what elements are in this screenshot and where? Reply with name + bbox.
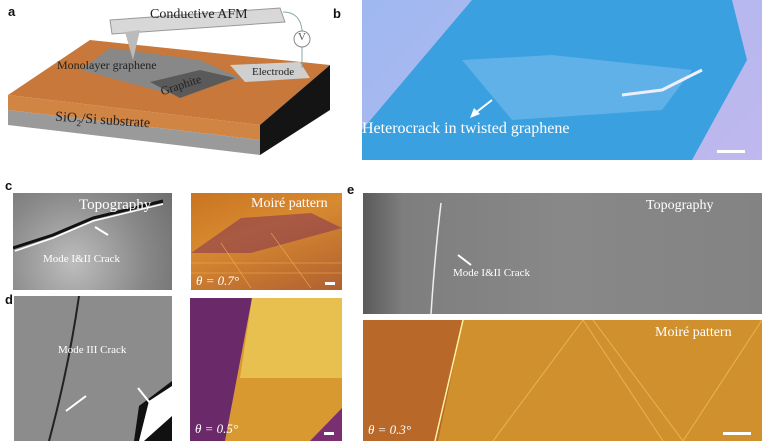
label-crack-e: Mode I&II Crack: [453, 267, 530, 279]
panel-label-d: d: [5, 292, 13, 307]
label-topography-c: Topography: [79, 197, 152, 213]
panel-c-moire: Moiré pattern θ = 0.7°: [191, 193, 342, 290]
panel-label-a: a: [8, 4, 16, 19]
panel-b-optical-image: Heterocrack in twisted graphene: [362, 0, 762, 160]
voltmeter-icon: V: [298, 31, 306, 43]
scale-bar: [325, 282, 335, 285]
label-crack-c: Mode I&II Crack: [43, 253, 120, 265]
label-theta-d: θ = 0.5°: [195, 421, 239, 436]
scale-bar: [723, 432, 751, 435]
panel-c-topography: Topography Mode I&II Crack: [13, 193, 172, 290]
panel-d-moire: θ = 0.5°: [190, 298, 342, 441]
label-topography-e: Topography: [646, 198, 714, 213]
label-electrode: Electrode: [252, 66, 295, 78]
label-monolayer-graphene: Monolayer graphene: [57, 58, 157, 72]
panel-label-e: e: [347, 182, 355, 197]
panel-e-moire: Moiré pattern θ = 0.3°: [363, 320, 762, 441]
panel-d-topography: Mode III Crack: [14, 296, 172, 441]
panel-label-b: b: [333, 6, 341, 21]
panel-e-topography: Topography Mode I&II Crack: [363, 193, 762, 314]
label-moire-c: Moiré pattern: [251, 196, 328, 211]
caption-heterocrack: Heterocrack in twisted graphene: [362, 120, 570, 137]
label-crack-d: Mode III Crack: [58, 344, 127, 356]
label-conductive-afm: Conductive AFM: [150, 7, 248, 22]
panel-a-schematic: Conductive AFM V Monolayer graphene Grap…: [0, 0, 340, 160]
label-theta-e: θ = 0.3°: [368, 422, 412, 437]
label-theta-c: θ = 0.7°: [196, 273, 240, 288]
panel-label-c: c: [5, 178, 13, 193]
label-moire-e: Moiré pattern: [655, 325, 732, 340]
scale-bar: [324, 432, 334, 435]
substrate-text: SiO: [54, 109, 78, 127]
